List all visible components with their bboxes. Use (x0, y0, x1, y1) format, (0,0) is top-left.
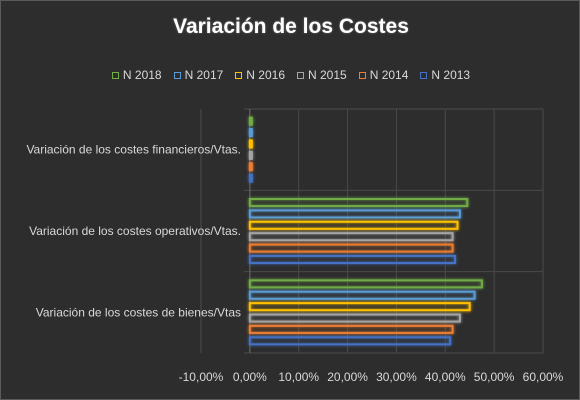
bar (248, 324, 454, 334)
bar (248, 139, 253, 149)
bar (248, 150, 253, 160)
legend-label: N 2016 (246, 68, 285, 82)
x-tick-label: -10,00% (179, 370, 224, 384)
legend-item: N 2014 (358, 68, 409, 82)
legend-item: N 2013 (420, 68, 470, 82)
bar (248, 279, 483, 289)
legend-swatch (297, 71, 304, 79)
legend-swatch (173, 71, 181, 79)
x-tick-label: 30,00% (376, 370, 417, 384)
legend-label: N 2015 (308, 68, 347, 82)
x-tick-label: 20,00% (327, 370, 368, 384)
bar (248, 232, 454, 242)
x-tick-label: 50,00% (474, 370, 515, 384)
bar (248, 128, 253, 138)
x-tick-label: 0,00% (233, 370, 267, 384)
legend-swatch (420, 71, 428, 79)
legend-label: N 2017 (184, 68, 224, 82)
bar (248, 254, 457, 264)
bar (248, 243, 454, 253)
bar (248, 220, 459, 230)
x-tick-label: 10,00% (278, 370, 319, 384)
legend-label: N 2014 (369, 68, 409, 82)
bar (248, 302, 471, 312)
x-tick-label: 60,00% (523, 370, 564, 384)
bar (248, 209, 461, 219)
bar (248, 198, 469, 208)
bar (248, 116, 253, 126)
legend-item: N 2017 (173, 68, 224, 82)
bar (248, 162, 253, 172)
legend-label: N 2018 (122, 68, 162, 82)
bar (248, 313, 461, 323)
legend-item: N 2018 (111, 68, 162, 82)
bar (248, 336, 452, 346)
category-label: Variación de los costes operativos/Vtas. (29, 224, 241, 238)
x-tick-label: 40,00% (425, 370, 466, 384)
category-label: Variación de los costes financieros/Vtas… (26, 143, 241, 157)
chart-legend: N 2018 N 2017 N 2016 N 2015 N 2014 N 2013 (1, 68, 579, 82)
legend-swatch (358, 71, 366, 79)
legend-label: N 2013 (431, 68, 471, 82)
bar (248, 173, 253, 183)
legend-item: N 2015 (297, 68, 347, 82)
legend-item: N 2016 (235, 68, 285, 82)
legend-swatch (111, 71, 119, 79)
chart-title: Variación de los Costes (173, 15, 409, 38)
bar (248, 290, 476, 300)
category-label: Variación de los costes de bienes/Vtas (36, 305, 241, 319)
legend-swatch (235, 71, 243, 79)
